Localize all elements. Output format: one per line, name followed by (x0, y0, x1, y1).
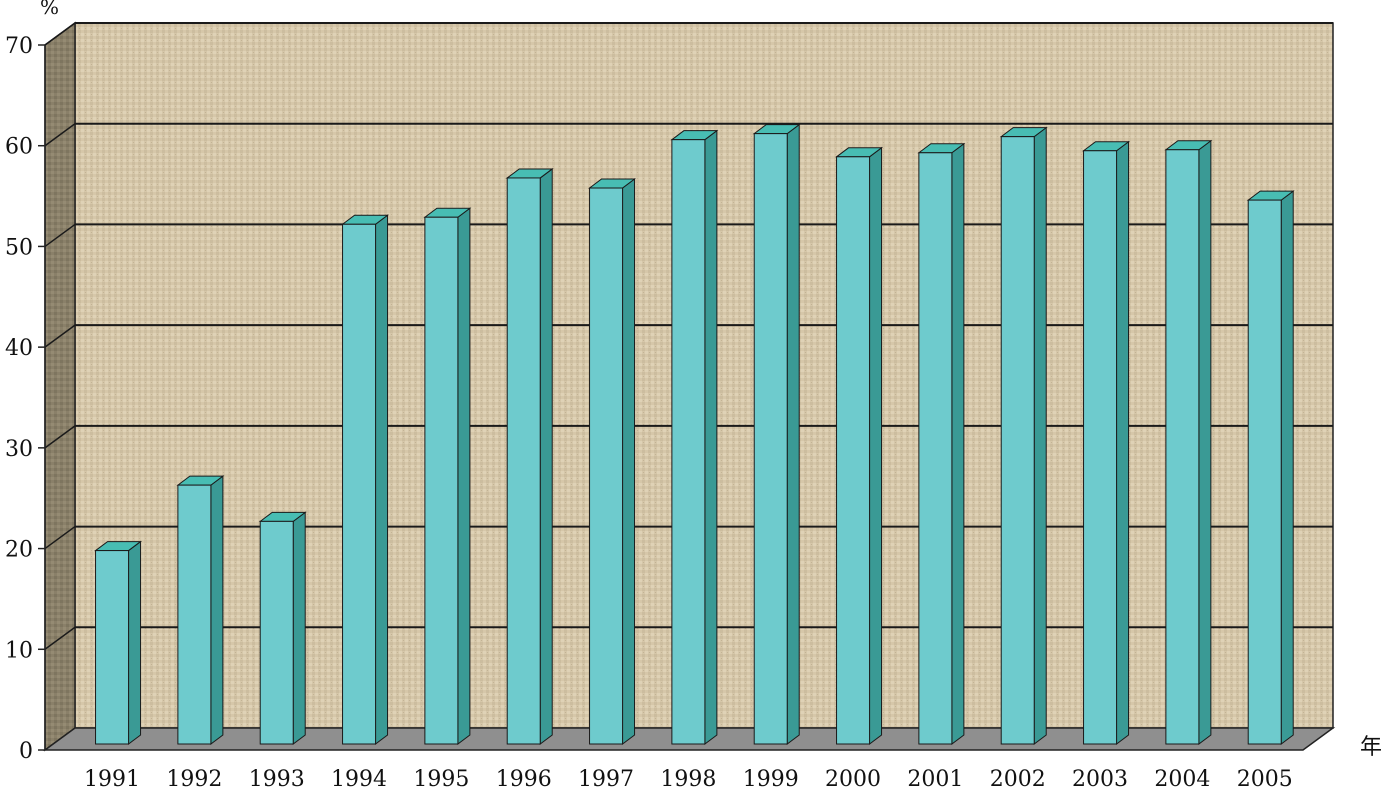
bar-front (836, 156, 871, 745)
x-tick-label: 1997 (578, 767, 634, 789)
gridline-side (44, 223, 76, 248)
x-tick-label: 1994 (331, 767, 387, 789)
x-tick-label: 1999 (743, 767, 799, 789)
x-tick-label: 2003 (1072, 767, 1128, 789)
x-tick-label: 1996 (496, 767, 552, 789)
bar-front (753, 133, 788, 745)
bar-side (128, 540, 142, 745)
bar-side (704, 129, 718, 745)
bar (917, 142, 966, 745)
bar-side (786, 123, 800, 745)
bar (752, 123, 801, 745)
gridline-side (44, 324, 76, 348)
y-tick-label: 10 (5, 638, 33, 663)
bar (258, 511, 307, 745)
bar-front (1000, 136, 1035, 745)
bar-side (375, 214, 389, 745)
bar-front (259, 520, 294, 745)
side-wall (44, 21, 76, 752)
x-ticks: 1991 1992 1993 1994 1995 1996 1997 1998 1999 2000… (84, 767, 1293, 789)
bar (423, 207, 472, 745)
bar (999, 126, 1048, 745)
gridline-side (44, 525, 76, 550)
y-tick-label: 40 (5, 336, 33, 361)
x-axis-unit-label: 年 (1360, 735, 1382, 760)
bar-side (457, 207, 471, 745)
bar-front (671, 139, 706, 745)
bar-front (1165, 149, 1200, 745)
bar (588, 178, 637, 745)
bar (835, 146, 884, 745)
gridline-side (44, 626, 76, 650)
bar-side (1033, 126, 1047, 745)
bars (94, 123, 1295, 745)
bar-front (506, 177, 541, 745)
bar-front (177, 484, 212, 745)
bar-front (918, 152, 953, 745)
bar-side (1280, 190, 1294, 745)
x-tick-label: 2002 (990, 767, 1046, 789)
bar-front (95, 550, 130, 745)
bar-side (1198, 139, 1212, 745)
y-tick-label: 0 (19, 739, 33, 764)
gridline-side (44, 123, 76, 147)
gridline-side (44, 425, 76, 449)
y-tick-label: 20 (5, 538, 33, 563)
bar (670, 129, 719, 745)
x-tick-label: 1991 (84, 767, 140, 789)
bar-side (869, 146, 883, 745)
y-tick-label: 60 (5, 135, 33, 160)
bar (505, 167, 554, 745)
bar (1082, 140, 1131, 745)
x-tick-label: 2000 (825, 767, 881, 789)
bar (94, 540, 143, 745)
bar-front (424, 216, 459, 745)
y-tick-label: 30 (5, 437, 33, 462)
bar-side (1116, 140, 1130, 745)
gridline-side (44, 22, 76, 46)
bar-front (589, 187, 624, 745)
bar (1246, 190, 1295, 745)
x-tick-label: 1998 (660, 767, 716, 789)
x-tick-label: 2004 (1154, 767, 1210, 789)
bar-front (1247, 199, 1282, 745)
bar-side (210, 475, 224, 745)
bar-front (1083, 150, 1118, 745)
y-ticks: 0 10 20 30 40 50 60 70 (5, 34, 45, 764)
y-tick-label: 50 (5, 235, 33, 260)
bar-side (951, 142, 965, 745)
y-axis-unit-label: % (40, 0, 59, 19)
x-tick-label: 1995 (413, 767, 469, 789)
bar (176, 475, 225, 745)
x-tick-label: 1992 (166, 767, 222, 789)
x-tick-label: 2001 (907, 767, 963, 789)
bar-side (622, 178, 636, 745)
bar (1164, 139, 1213, 745)
bar-front (342, 223, 377, 745)
y-tick-label: 70 (5, 34, 33, 59)
bar (341, 214, 390, 745)
x-tick-label: 2005 (1237, 767, 1293, 789)
bar-side (292, 511, 306, 745)
bar-side (539, 167, 553, 745)
x-tick-label: 1993 (249, 767, 305, 789)
